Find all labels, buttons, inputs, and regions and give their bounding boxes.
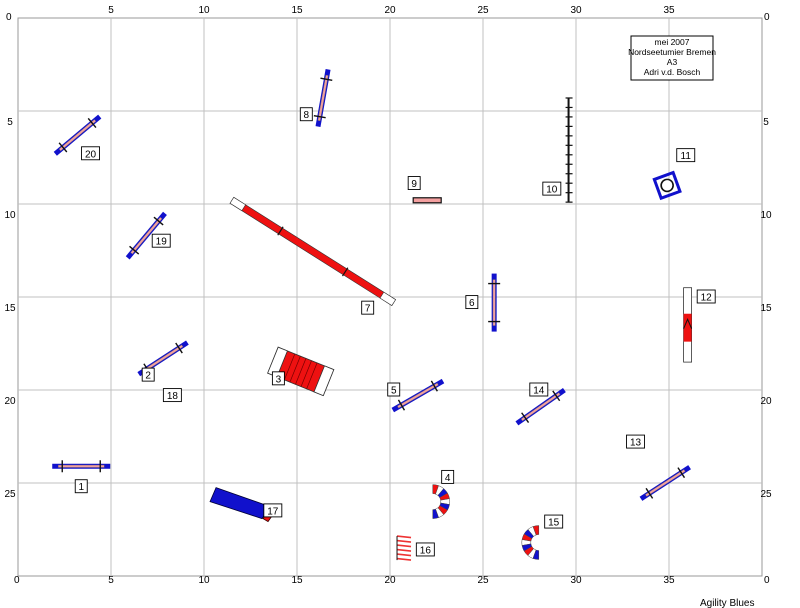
jump-9	[413, 198, 441, 203]
label-text: 5	[391, 386, 397, 397]
obstacle-label-4: 4	[442, 470, 454, 484]
obstacle-label-20: 20	[82, 147, 100, 161]
jump-bar	[58, 465, 104, 467]
label-text: 3	[276, 374, 282, 385]
obstacle-label-7: 7	[362, 301, 374, 315]
obstacle-label-9: 9	[408, 177, 420, 191]
label-text: 6	[469, 298, 475, 309]
label-text: 15	[548, 518, 560, 529]
jump-bar	[493, 280, 495, 326]
x-tick-bottom: 10	[198, 575, 210, 586]
x-tick-top: 25	[477, 5, 489, 16]
x-tick-bottom: 15	[291, 575, 303, 586]
label-text: 2	[145, 371, 151, 382]
y-tick-left: 10	[4, 210, 16, 221]
label-text: 14	[533, 386, 545, 397]
y-tick-left: 20	[4, 396, 16, 407]
label-text: 16	[420, 545, 432, 556]
corner-label-top-left: 0	[6, 12, 12, 23]
obstacle-label-2: 2	[142, 368, 154, 382]
table-12	[684, 288, 692, 362]
obstacle-label-19: 19	[152, 234, 170, 248]
y-tick-right: 15	[760, 303, 772, 314]
obstacle-label-5: 5	[388, 383, 400, 397]
y-tick-left: 5	[7, 117, 13, 128]
label-text: 20	[85, 149, 97, 160]
obstacle-label-15: 15	[545, 515, 563, 529]
corner-label-top-right: 0	[764, 12, 770, 23]
jump-bar	[413, 198, 441, 203]
y-tick-right: 25	[760, 489, 772, 500]
obstacle-label-14: 14	[530, 383, 548, 397]
obstacle-label-16: 16	[416, 543, 434, 557]
course-info-box: mei 2007 Nordseetumier Bremen A3 Adri v.…	[628, 36, 716, 80]
x-tick-top: 10	[198, 5, 210, 16]
obstacle-label-17: 17	[264, 504, 282, 518]
x-tick-top: 20	[384, 5, 396, 16]
obstacle-label-12: 12	[697, 290, 715, 304]
label-text: 8	[304, 110, 310, 121]
y-tick-right: 5	[763, 117, 769, 128]
x-tick-top: 5	[108, 5, 114, 16]
corner-label-bottom-left: 0	[14, 575, 20, 586]
label-text: 7	[365, 304, 371, 315]
obstacle-label-10: 10	[543, 182, 561, 196]
label-text: 9	[411, 179, 417, 190]
x-tick-bottom: 25	[477, 575, 489, 586]
obstacle-label-11: 11	[677, 149, 695, 163]
x-tick-bottom: 20	[384, 575, 396, 586]
y-tick-left: 15	[4, 303, 16, 314]
label-text: 10	[546, 185, 558, 196]
obstacle-label-3: 3	[272, 372, 284, 386]
obstacle-label-18: 18	[163, 389, 181, 403]
x-tick-bottom: 35	[663, 575, 675, 586]
label-text: 12	[701, 293, 713, 304]
x-tick-top: 35	[663, 5, 675, 16]
x-tick-top: 30	[570, 5, 582, 16]
x-tick-bottom: 5	[108, 575, 114, 586]
y-tick-right: 20	[760, 396, 772, 407]
label-text: 13	[630, 438, 642, 449]
label-text: 1	[78, 482, 84, 493]
obstacle-label-8: 8	[300, 108, 312, 122]
label-text: 17	[267, 506, 279, 517]
y-tick-right: 10	[760, 210, 772, 221]
obstacle-label-13: 13	[627, 435, 645, 449]
label-text: 19	[156, 237, 168, 248]
label-text: 11	[681, 151, 692, 162]
corner-label-bottom-right: 0	[764, 575, 770, 586]
y-tick-left: 25	[4, 489, 16, 500]
info-date: mei 2007	[655, 37, 690, 47]
info-class: A3	[667, 57, 678, 67]
x-tick-top: 15	[291, 5, 303, 16]
label-text: 4	[445, 473, 451, 484]
x-tick-bottom: 30	[570, 575, 582, 586]
table-top	[684, 314, 692, 342]
brand-footer: Agility Blues	[700, 598, 754, 608]
obstacle-label-1: 1	[75, 480, 87, 494]
label-text: 18	[167, 391, 179, 402]
info-judge: Adri v.d. Bosch	[644, 67, 701, 77]
obstacle-label-6: 6	[466, 296, 478, 310]
info-event: Nordseetumier Bremen	[628, 47, 716, 57]
